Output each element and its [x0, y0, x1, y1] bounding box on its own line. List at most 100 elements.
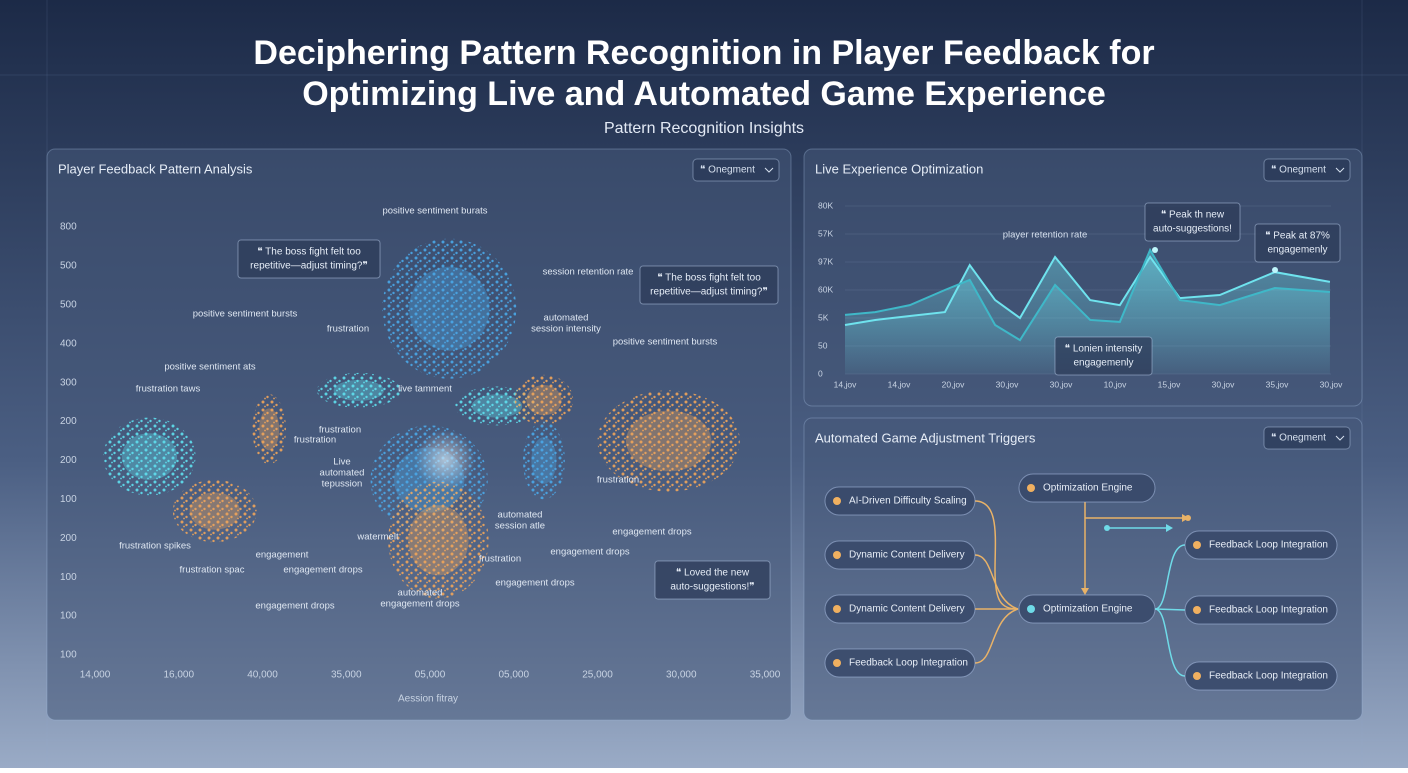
y-tick-label: 100: [60, 572, 77, 583]
panel-title: Automated Game Adjustment Triggers: [815, 430, 1036, 445]
cluster: [597, 390, 740, 492]
annotation: engagement drops: [283, 565, 362, 576]
quote-box: [1054, 336, 1153, 376]
annotation: frustration: [327, 324, 369, 335]
annotation: engagement drops: [550, 547, 629, 558]
chevron[interactable]: [1335, 435, 1345, 441]
chevron[interactable]: [1335, 167, 1345, 173]
y-tick-label: 200: [60, 455, 77, 466]
cluster: [316, 372, 401, 408]
title: Optimizing Live and Automated Game Exper…: [302, 75, 1106, 113]
flow-node: [824, 540, 976, 570]
node-dot: [1193, 541, 1201, 549]
dropdown[interactable]: ❝ Onegment: [1263, 426, 1351, 450]
annotation: engagement drops: [255, 601, 334, 612]
dropdown[interactable]: ❝ Onegment: [692, 158, 780, 182]
x-tick-label: 05,000: [498, 670, 529, 681]
y-tick-label: 200: [60, 533, 77, 544]
quote-text: engagemenly: [1267, 245, 1327, 256]
node-label: Feedback Loop Integration: [849, 658, 968, 669]
quote-text: ❝ The boss fight felt too: [657, 273, 761, 284]
y-tick-label: 0: [818, 368, 823, 378]
node-dot: [1027, 605, 1035, 613]
quote-text: ❝ Lonien intensity: [1065, 344, 1143, 355]
cluster: [172, 479, 257, 543]
quote-text: auto-suggestions!❞: [670, 582, 754, 593]
node-dot: [833, 605, 841, 613]
node-dot: [833, 551, 841, 559]
annotation: engagement drops: [495, 578, 574, 589]
annotation: positive sentiment burats: [382, 206, 487, 217]
dropdown[interactable]: ❝ Onegment: [1263, 158, 1351, 182]
y-tick-label: 100: [60, 494, 77, 505]
x-tick-label: 05,000: [415, 670, 446, 681]
flow-node: [1018, 473, 1156, 503]
node-dot: [1027, 484, 1035, 492]
node-label: AI-Driven Difficulty Scaling: [849, 496, 967, 507]
glow: [415, 430, 475, 490]
dropdown-label[interactable]: ❝ Onegment: [700, 165, 755, 176]
dropdown-box[interactable]: [692, 158, 780, 182]
connector: [974, 500, 1019, 610]
quote-box: [1144, 202, 1241, 242]
node-label: Feedback Loop Integration: [1209, 540, 1328, 551]
y-tick-label: 97K: [818, 256, 833, 266]
x-tick-label: 30,000: [666, 670, 697, 681]
quote-text: ❝ Peak at 87%: [1265, 231, 1330, 242]
panel-title: Player Feedback Pattern Analysis: [58, 161, 253, 176]
peak-marker: [1272, 267, 1278, 273]
annotation: automated: [544, 313, 589, 324]
annotation: frustration taws: [136, 384, 201, 395]
annotation: automated: [320, 468, 365, 479]
cluster: [522, 421, 565, 500]
dropdown-box[interactable]: [1263, 158, 1351, 182]
dropdown-label[interactable]: ❝ Onegment: [1271, 165, 1326, 176]
node-dot: [1193, 672, 1201, 680]
x-tick-label: 10,jov: [1104, 379, 1127, 389]
y-tick-label: 500: [60, 261, 77, 272]
x-tick-label: 14,jov: [834, 379, 857, 389]
dropdown-box[interactable]: [1263, 426, 1351, 450]
annotation: session atle: [495, 521, 545, 532]
annotation: automated: [398, 588, 443, 599]
line: [844, 247, 1330, 342]
flow-node: [1184, 595, 1338, 625]
connector: [974, 554, 1019, 610]
flow-node: [824, 594, 976, 624]
chevron[interactable]: [764, 167, 774, 173]
y-tick-label: 500: [60, 299, 77, 310]
panel-title: Live Experience Optimization: [815, 161, 983, 176]
annotation: session retention rate: [543, 267, 634, 278]
node-dot: [833, 497, 841, 505]
node-dot: [833, 659, 841, 667]
x-tick-label: 40,000: [247, 670, 278, 681]
quote-box: [639, 265, 779, 305]
quote-text: repetitive—adjust timing?❞: [250, 261, 368, 272]
annotation: frustration: [597, 475, 639, 486]
title: Deciphering Pattern Recognition in Playe…: [253, 34, 1154, 72]
quote-text: ❝ Loved the new: [676, 568, 750, 579]
x-tick-label: 35,jov: [1266, 379, 1289, 389]
connector: [974, 608, 1019, 664]
node-label: Dynamic Content Delivery: [849, 604, 965, 615]
node-label: Feedback Loop Integration: [1209, 671, 1328, 682]
node-label: Optimization Engine: [1043, 483, 1133, 494]
dropdown-label[interactable]: ❝ Onegment: [1271, 433, 1326, 444]
x-tick-label: 14,000: [80, 670, 111, 681]
annotation: frustration: [294, 435, 336, 446]
arrowhead: [1081, 588, 1089, 595]
annotation: frustration spikes: [119, 541, 191, 552]
annotation: positive sentiment bursts: [193, 309, 298, 320]
node-label: Dynamic Content Delivery: [849, 550, 965, 561]
annotation: session intensity: [531, 324, 601, 335]
y-tick-label: 80K: [818, 200, 833, 210]
peak-marker: [1152, 247, 1158, 253]
flow-node: [1184, 661, 1338, 691]
y-tick-label: 50: [818, 340, 828, 350]
area: [845, 249, 1330, 374]
flow-node: [824, 648, 976, 678]
y-tick-label: 800: [60, 222, 77, 233]
quote-box: [1254, 223, 1341, 263]
flow-node: [1184, 530, 1338, 560]
